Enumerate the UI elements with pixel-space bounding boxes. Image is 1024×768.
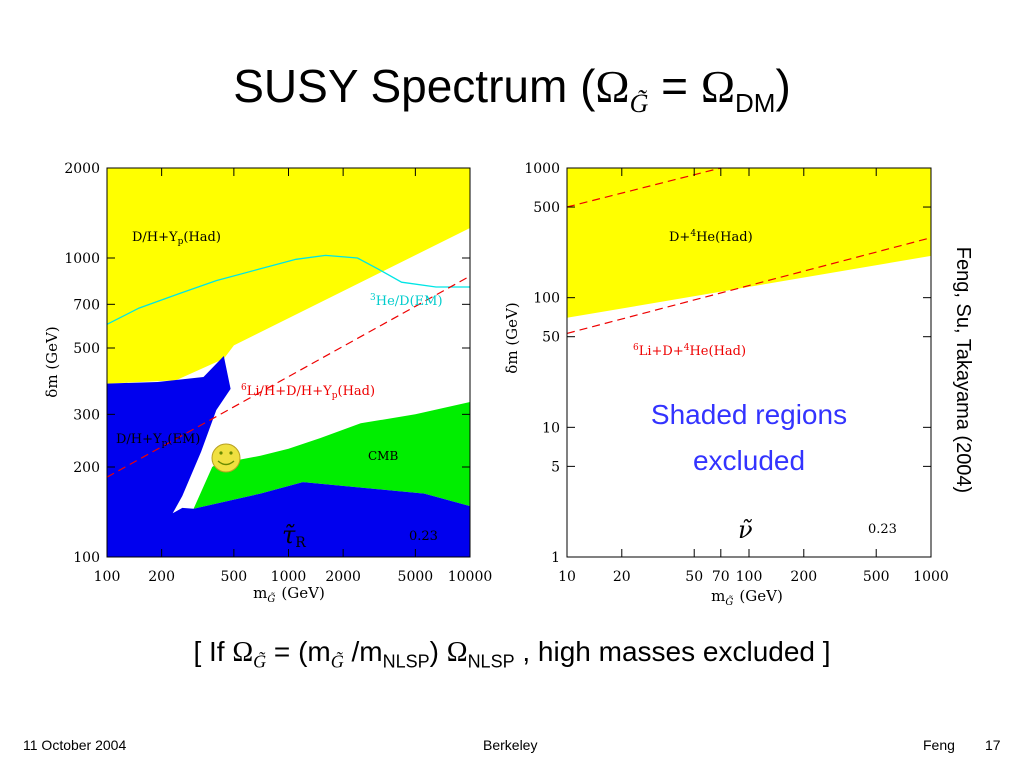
left-y-tick-label: 700 [73, 297, 100, 313]
right-y-tick-label: 10 [542, 420, 560, 436]
left-y-tick-label: 200 [73, 460, 100, 476]
left-label-had: D/H+Yp(Had) [132, 230, 221, 247]
left-nlsp-symbol: τ̃R [282, 521, 306, 551]
right-y-tick-label: 500 [533, 200, 560, 216]
formula-mid: = (m [266, 636, 331, 667]
formula-nlsp-subscript: NLSP [382, 651, 430, 672]
left-y-tick-label: 1000 [64, 251, 100, 267]
right-x-tick-label: 100 [736, 569, 763, 585]
bottom-formula: [ If ΩG̃ = (mG̃ /mNLSP) ΩNLSP , high mas… [0, 636, 1024, 673]
title-text: SUSY Spectrum ( [233, 60, 596, 112]
right-x-tick-label: 50 [685, 569, 703, 585]
left-corner-value: 0.23 [409, 529, 438, 544]
left-x-tick-label: 5000 [398, 569, 434, 585]
footer-date: 11 October 2004 [23, 737, 127, 753]
right-label-li6: 6Li+D+4He(Had) [633, 343, 746, 359]
left-label-li6: 6Li/H+D/H+Yp(Had) [241, 383, 375, 401]
left-x-tick-label: 500 [220, 569, 247, 585]
smiley-face-icon [211, 443, 241, 473]
formula-open: [ If [193, 636, 233, 667]
right-x-tick-label: 200 [790, 569, 817, 585]
title-dm-subscript: DM [735, 88, 776, 119]
shaded-regions-note: Shaded regions excluded [604, 392, 894, 484]
formula-tail: , high masses excluded ] [514, 636, 831, 667]
right-x-tick-label: 500 [863, 569, 890, 585]
left-label-he3: 3He/D(EM) [370, 293, 443, 309]
left-yellow-excluded-region [107, 168, 470, 384]
right-y-tick-label: 1 [551, 550, 560, 566]
formula-omega-symbol: Ω [232, 637, 254, 668]
right-x-axis-label: mG̃ (GeV) [711, 587, 783, 608]
left-li6-red-dashed-line [106, 275, 471, 478]
left-x-tick-label: 100 [94, 569, 121, 585]
right-corner-value: 0.23 [868, 522, 897, 537]
left-cmb-green-region [193, 402, 470, 509]
title-gravitino-subscript: G̃ [629, 89, 649, 119]
right-plot-frame [566, 167, 932, 558]
right-lower-red-dashed-line [566, 237, 932, 334]
right-axis-ticks [566, 167, 932, 558]
shaded-note-line1: Shaded regions [650, 399, 848, 430]
right-y-tick-label: 1000 [524, 161, 560, 177]
left-tick-labels: 100 200 500 1000 2000 5000 10000 100 200 300 500 70… [64, 161, 492, 585]
right-tick-labels: 10 20 50 70 100 200 500 1000 1 5 10 50 100 500 1000 [524, 161, 948, 585]
footer-page-number: 17 [985, 737, 1001, 753]
left-y-tick-label: 500 [73, 341, 100, 357]
footer-place: Berkeley [483, 737, 538, 753]
left-x-tick-label: 10000 [448, 569, 493, 585]
footer-author: Feng [923, 737, 955, 753]
formula-omega-nlsp-symbol: Ω [446, 637, 468, 668]
left-plot-frame [106, 167, 471, 558]
left-axis-ticks [106, 167, 471, 558]
left-x-axis-label: mG̃ (GeV) [253, 584, 325, 605]
left-y-tick-label: 2000 [64, 161, 100, 177]
left-label-em: D/H+Yp(EM) [116, 432, 200, 449]
left-x-tick-label: 200 [148, 569, 175, 585]
formula-omega-nlsp-subscript: NLSP [467, 651, 515, 672]
left-x-tick-label: 1000 [271, 569, 307, 585]
right-x-tick-label: 10 [558, 569, 576, 585]
formula-gravitino-subscript: G̃ [253, 651, 267, 672]
right-yellow-excluded-region [567, 168, 931, 318]
right-y-tick-label: 50 [542, 330, 560, 346]
right-x-tick-label: 70 [712, 569, 730, 585]
title-omega-dm-symbol: Ω [700, 61, 735, 112]
left-y-tick-label: 300 [73, 407, 100, 423]
formula-slash: /m [343, 636, 383, 667]
right-upper-red-dashed-line [566, 167, 721, 208]
slide-title: SUSY Spectrum (ΩG̃ = ΩDM) [0, 58, 1024, 132]
formula-paren: ) [429, 636, 447, 667]
left-blue-excluded-region [107, 356, 470, 557]
citation-credit: Feng, Su, Takayama (2004) [952, 246, 974, 494]
right-x-tick-label: 1000 [913, 569, 949, 585]
right-y-tick-label: 5 [551, 459, 560, 475]
shaded-note-line2: excluded [692, 445, 806, 476]
right-y-axis-label: δm (GeV) [503, 302, 521, 373]
left-y-tick-label: 100 [73, 550, 100, 566]
right-y-tick-label: 100 [533, 291, 560, 307]
left-y-axis-label: δm (GeV) [43, 326, 61, 397]
right-x-tick-label: 20 [613, 569, 631, 585]
formula-mass-gravitino-subscript: G̃ [330, 651, 344, 672]
left-label-cmb: CMB [368, 449, 398, 463]
title-equals: = [648, 60, 701, 112]
title-close-paren: ) [775, 60, 791, 112]
title-omega-symbol: Ω [595, 61, 630, 112]
left-he3-cyan-contour [106, 254, 470, 325]
right-nlsp-symbol: ν̃ [738, 516, 753, 544]
right-label-had: D+4He(Had) [669, 229, 753, 245]
left-x-tick-label: 2000 [325, 569, 361, 585]
